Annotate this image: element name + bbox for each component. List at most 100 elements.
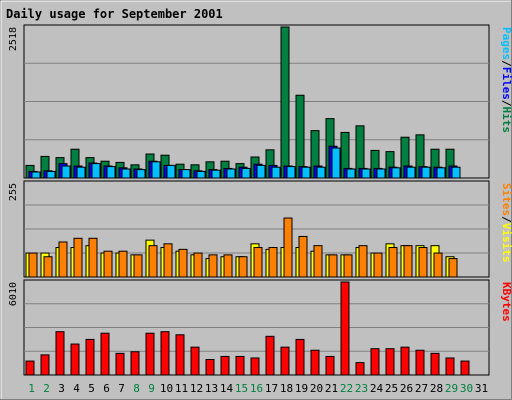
bar-kbytes-day-27 — [415, 349, 425, 376]
bar-kbytes-day-13 — [205, 359, 215, 376]
bar-sites-day-10 — [163, 243, 173, 278]
bar-kbytes-day-26 — [400, 346, 410, 376]
axis-legend-part: / — [500, 100, 512, 107]
bar-kbytes-day-12 — [190, 346, 200, 376]
bar-sites-day-27 — [418, 247, 428, 278]
bar-sites-day-18 — [283, 217, 293, 278]
bar-pages-day-28 — [436, 167, 446, 179]
bar-pages-day-18 — [286, 166, 296, 179]
bar-pages-day-15 — [241, 167, 251, 179]
bar-pages-day-3 — [61, 165, 71, 179]
bar-kbytes-day-16 — [250, 357, 260, 376]
bar-pages-day-26 — [406, 166, 416, 179]
bar-kbytes-day-30 — [460, 360, 470, 376]
bar-sites-day-26 — [403, 245, 413, 278]
day-label: 6 — [103, 382, 110, 395]
day-label: 8 — [133, 382, 140, 395]
day-label: 29 — [445, 382, 458, 395]
bar-sites-day-17 — [268, 247, 278, 278]
day-label: 16 — [250, 382, 263, 395]
bar-sites-day-4 — [73, 237, 83, 278]
bar-kbytes-day-20 — [310, 349, 320, 376]
day-label: 15 — [235, 382, 248, 395]
y-max-tick-label: 2518 — [8, 27, 19, 51]
bar-pages-day-10 — [166, 164, 176, 179]
chart-title: Daily usage for September 2001 — [6, 7, 223, 21]
bar-kbytes-day-24 — [370, 348, 380, 376]
bar-kbytes-day-19 — [295, 338, 305, 376]
bar-kbytes-day-23 — [355, 362, 365, 376]
day-label: 23 — [355, 382, 368, 395]
bar-sites-day-23 — [358, 245, 368, 278]
bar-sites-day-14 — [223, 254, 233, 278]
panel-1: 2518 Pages/Files/Hits — [8, 24, 512, 179]
bar-sites-day-12 — [193, 252, 203, 278]
bar-kbytes-day-15 — [235, 355, 245, 376]
bar-kbytes-day-10 — [160, 331, 170, 376]
bar-sites-day-13 — [208, 254, 218, 278]
axis-legend-part: / — [500, 216, 512, 223]
bar-kbytes-day-4 — [70, 343, 80, 376]
day-label: 18 — [280, 382, 293, 395]
bar-pages-day-11 — [181, 169, 191, 179]
bar-pages-day-24 — [376, 168, 386, 179]
day-label: 5 — [88, 382, 95, 395]
bar-sites-day-24 — [373, 252, 383, 278]
day-label: 11 — [175, 382, 188, 395]
bar-sites-day-22 — [343, 254, 353, 278]
bar-pages-day-16 — [256, 164, 266, 179]
day-label: 25 — [385, 382, 398, 395]
bar-pages-day-5 — [91, 163, 101, 179]
bar-sites-day-11 — [178, 248, 188, 278]
day-label: 14 — [220, 382, 234, 395]
day-label: 13 — [205, 382, 218, 395]
bar-sites-day-19 — [298, 235, 308, 278]
bar-sites-day-9 — [148, 245, 158, 278]
day-labels: 1 2 3 4 5 6 7 8 9 10 11 12 13 14 15 16 17 18 19 20 21 22 23 24 2… — [28, 382, 488, 395]
bar-kbytes-day-5 — [85, 338, 95, 376]
bar-pages-day-8 — [136, 169, 146, 179]
bar-kbytes-day-8 — [130, 351, 140, 376]
bar-pages-day-4 — [76, 166, 86, 179]
bar-pages-day-22 — [346, 168, 356, 179]
bar-sites-day-8 — [133, 254, 143, 278]
day-label: 7 — [118, 382, 125, 395]
bar-pages-day-6 — [106, 166, 116, 179]
bar-pages-day-23 — [361, 168, 371, 179]
day-label: 4 — [73, 382, 80, 395]
bar-kbytes-day-17 — [265, 335, 275, 376]
bar-pages-day-25 — [391, 167, 401, 179]
day-label: 9 — [148, 382, 155, 395]
day-label: 27 — [415, 382, 428, 395]
bar-pages-day-20 — [316, 166, 326, 179]
axis-legend: Pages/Files/Hits — [500, 27, 512, 133]
bar-pages-day-19 — [301, 166, 311, 179]
axis-legend-part: KBytes — [500, 282, 512, 322]
panel-3: 6010 KBytes — [8, 279, 512, 376]
day-label: 17 — [265, 382, 278, 395]
bar-sites-day-5 — [88, 237, 98, 278]
bar-sites-day-7 — [118, 250, 128, 278]
bar-sites-day-6 — [103, 250, 113, 278]
bar-kbytes-day-9 — [145, 332, 155, 376]
bar-pages-day-12 — [196, 170, 206, 179]
bar-sites-day-15 — [238, 256, 248, 278]
day-label: 31 — [475, 382, 488, 395]
bar-pages-day-1 — [31, 171, 41, 179]
bar-pages-day-27 — [421, 166, 431, 179]
bar-pages-day-17 — [271, 166, 281, 179]
bar-hits-day-19 — [295, 94, 305, 179]
bar-kbytes-day-28 — [430, 352, 440, 376]
bar-sites-day-29 — [448, 258, 458, 278]
day-label: 22 — [340, 382, 353, 395]
day-label: 10 — [160, 382, 173, 395]
day-label: 1 — [28, 382, 35, 395]
bar-kbytes-day-6 — [100, 332, 110, 376]
bar-hits-day-18 — [280, 26, 290, 179]
bar-kbytes-day-7 — [115, 352, 125, 376]
axis-legend: Sites/Visits — [500, 183, 512, 263]
day-label: 12 — [190, 382, 203, 395]
bar-sites-day-25 — [388, 247, 398, 278]
